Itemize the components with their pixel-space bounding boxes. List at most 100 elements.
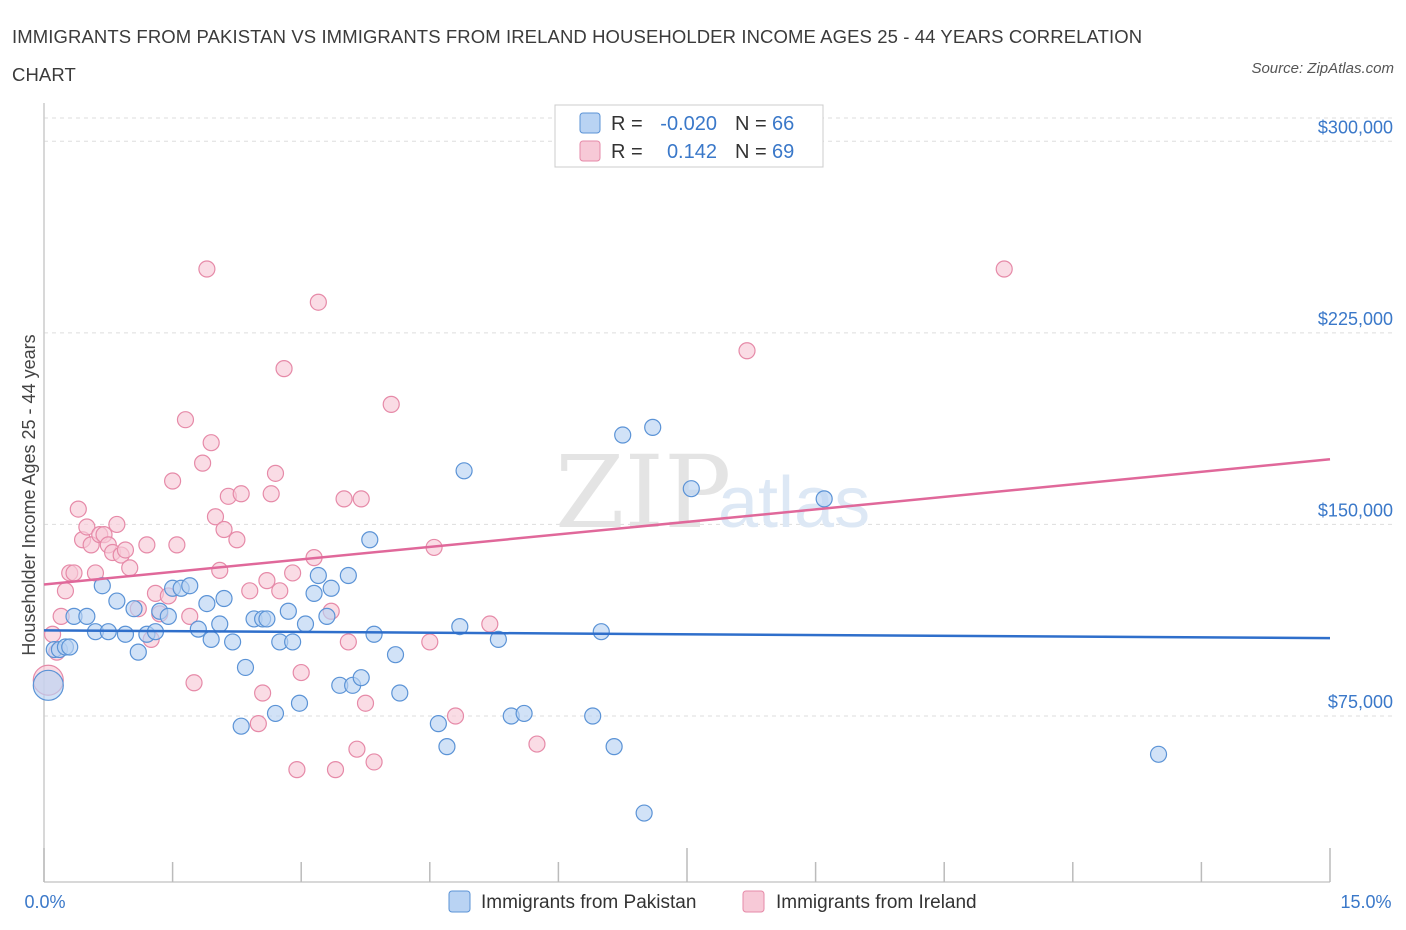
bottom-legend: Immigrants from Pakistan Immigrants from…: [448, 890, 977, 913]
ireland-point-68: [995, 260, 1013, 278]
watermark: ZIP atlas: [555, 434, 870, 551]
pakistan-point-6: [78, 607, 96, 625]
ireland-point-32: [198, 260, 216, 278]
pakistan-point-49: [391, 684, 409, 702]
bottom-legend-label-pakistan: Immigrants from Pakistan: [481, 892, 696, 913]
pakistan-point-22: [198, 595, 216, 613]
ireland-point-46: [271, 582, 289, 600]
ireland-point-34: [206, 508, 225, 526]
y-tick-label-2: $225,000: [1318, 309, 1393, 329]
pakistan-point-13: [129, 643, 147, 661]
ireland-point-43: [258, 572, 276, 590]
y-tick-label-0: $75,000: [1328, 692, 1393, 712]
ireland-point-60: [365, 753, 383, 771]
legend-swatch-blue: [579, 112, 601, 134]
y-tick-labels: $75,000 $150,000 $225,000 $300,000: [1318, 117, 1393, 712]
pakistan-point-0: [32, 669, 64, 701]
trend-line-pakistan: [43, 629, 1331, 640]
pakistan-point-48: [386, 646, 405, 664]
ireland-point-57: [348, 740, 366, 758]
pakistan-point-36: [290, 694, 309, 712]
ireland-point-36: [215, 520, 233, 539]
pakistan-point-12: [125, 600, 143, 618]
pakistan-point-25: [215, 589, 233, 608]
pakistan-point-64: [815, 490, 833, 508]
ireland-point-35: [211, 561, 229, 580]
ireland-point-16: [108, 515, 126, 534]
ireland-point-4: [56, 582, 75, 600]
legend-r-label-blue: R =: [611, 113, 643, 135]
pakistan-point-53: [451, 617, 469, 636]
pakistan-point-47: [365, 625, 383, 643]
pakistan-point-65: [1149, 745, 1168, 763]
ireland-point-65: [481, 615, 499, 633]
pakistan-point-39: [309, 566, 327, 585]
pakistan-point-54: [489, 630, 507, 648]
ireland-point-30: [185, 674, 203, 692]
ireland-point-62: [421, 633, 439, 651]
ireland-point-67: [738, 342, 756, 360]
trend-lines: [43, 458, 1331, 640]
series-pakistan-points: [32, 418, 1168, 822]
pakistan-point-34: [279, 602, 297, 620]
pakistan-point-17: [159, 607, 177, 625]
y-axis-label: Householder Income Ages 25 - 44 years: [19, 334, 39, 655]
pakistan-point-62: [644, 418, 662, 436]
ireland-point-59: [356, 694, 375, 712]
ireland-point-19: [121, 559, 139, 577]
ireland-point-41: [249, 715, 267, 733]
y-tick-label-1: $150,000: [1318, 500, 1393, 520]
legend-r-value-pink: 0.142: [667, 141, 717, 163]
ireland-point-1: [43, 625, 62, 643]
pakistan-point-31: [258, 610, 276, 628]
pakistan-point-40: [318, 607, 336, 625]
ireland-point-66: [528, 735, 546, 753]
ireland-point-21: [138, 536, 156, 554]
pakistan-point-51: [438, 738, 456, 756]
source-label: Source: ZipAtlas.com: [1251, 60, 1394, 77]
pakistan-point-37: [296, 615, 315, 633]
ireland-point-40: [241, 582, 259, 600]
pakistan-point-43: [339, 566, 357, 585]
pakistan-point-57: [584, 707, 602, 725]
ireland-point-9: [78, 518, 96, 536]
ireland-point-29: [181, 607, 199, 625]
pakistan-point-4: [61, 638, 79, 656]
legend-n-label-blue: N =: [735, 113, 767, 135]
pakistan-point-60: [614, 426, 632, 444]
pakistan-point-63: [682, 480, 700, 498]
ireland-point-56: [339, 633, 357, 651]
x-axis-ticks: [43, 848, 1331, 882]
legend-r-label-pink: R =: [611, 141, 643, 163]
bottom-legend-label-ireland: Immigrants from Ireland: [776, 892, 977, 913]
pakistan-point-38: [305, 584, 323, 602]
pakistan-point-23: [202, 630, 220, 648]
pakistan-point-46: [361, 531, 379, 549]
ireland-point-26: [164, 472, 182, 490]
pakistan-point-52: [455, 462, 473, 480]
pakistan-point-11: [116, 625, 135, 643]
legend-n-label-pink: N =: [735, 141, 767, 163]
ireland-point-27: [168, 536, 186, 554]
ireland-point-7: [69, 500, 87, 518]
legend-r-value-blue: -0.020: [660, 113, 717, 135]
ireland-point-48: [284, 564, 302, 582]
pakistan-point-45: [352, 669, 370, 687]
pakistan-point-50: [429, 715, 447, 733]
pakistan-point-35: [284, 633, 302, 651]
bottom-legend-swatch-pakistan: [448, 890, 471, 913]
ireland-point-54: [326, 761, 345, 779]
pakistan-point-27: [232, 717, 250, 735]
ireland-point-6: [65, 564, 83, 582]
ireland-point-38: [228, 531, 246, 549]
ireland-point-47: [275, 360, 293, 378]
ireland-point-61: [382, 395, 400, 413]
pakistan-point-24: [211, 615, 229, 633]
ireland-point-44: [262, 485, 280, 503]
chart-title: IMMIGRANTS FROM PAKISTAN VS IMMIGRANTS F…: [12, 26, 1143, 85]
ireland-point-64: [446, 707, 465, 725]
pakistan-point-26: [224, 633, 242, 651]
ireland-point-52: [309, 293, 327, 311]
stats-legend: R = -0.020 N = 66 R = 0.142 N = 69: [554, 104, 824, 168]
